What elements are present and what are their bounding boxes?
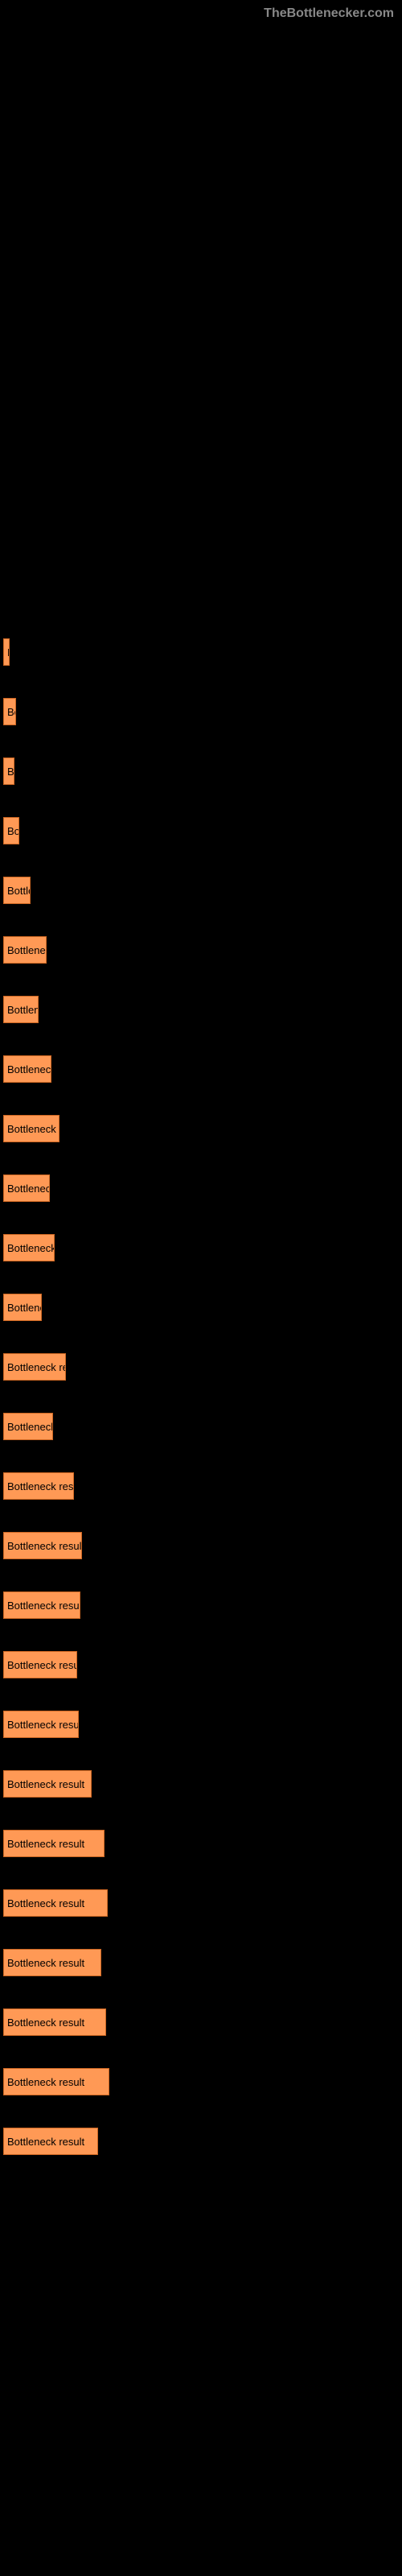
- bar[interactable]: Bottleneck result: [3, 1055, 51, 1083]
- bar-row: Bottleneck result: [3, 1472, 402, 1500]
- bar-row: Bottleneck result: [3, 638, 402, 666]
- watermark-text: TheBottlenecker.com: [264, 6, 394, 21]
- bar-row: Bottleneck result: [3, 1353, 402, 1381]
- bar[interactable]: Bottleneck result: [3, 1532, 82, 1559]
- bar-row: Bottleneck result: [3, 2008, 402, 2036]
- bar[interactable]: Bottleneck result: [3, 1830, 105, 1857]
- bar-row: Bottleneck result: [3, 758, 402, 785]
- bar-row: Bottleneck result: [3, 1174, 402, 1202]
- bar[interactable]: Bottleneck result: [3, 1413, 53, 1440]
- bar-row: Bottleneck result: [3, 1949, 402, 1976]
- bar-row: Bottleneck result: [3, 877, 402, 904]
- bar-row: Bottleneck result: [3, 1830, 402, 1857]
- bar-row: Bottleneck result: [3, 698, 402, 725]
- bar[interactable]: Bottleneck result: [3, 2068, 109, 2095]
- bar[interactable]: Bottleneck result: [3, 1294, 42, 1321]
- bar[interactable]: Bottleneck result: [3, 877, 31, 904]
- bar[interactable]: Bottleneck result: [3, 1591, 80, 1619]
- bar[interactable]: Bottleneck result: [3, 936, 47, 964]
- bar[interactable]: Bottleneck result: [3, 1651, 77, 1678]
- bar[interactable]: Bottleneck result: [3, 1234, 55, 1261]
- bar-row: Bottleneck result: [3, 1055, 402, 1083]
- bar[interactable]: Bottleneck result: [3, 638, 10, 666]
- bar[interactable]: Bottleneck result: [3, 1353, 66, 1381]
- bar-row: Bottleneck result: [3, 1770, 402, 1798]
- bar[interactable]: Bottleneck result: [3, 1115, 59, 1142]
- bar[interactable]: Bottleneck result: [3, 817, 19, 844]
- bar-row: Bottleneck result: [3, 996, 402, 1023]
- bar[interactable]: Bottleneck result: [3, 2008, 106, 2036]
- bar-row: Bottleneck result: [3, 1889, 402, 1917]
- top-spacer: [0, 0, 402, 636]
- bars-container: Bottleneck result Bottleneck result Bottle…: [0, 638, 402, 2203]
- bar-row: Bottleneck result: [3, 817, 402, 844]
- bar[interactable]: Bottleneck result: [3, 698, 16, 725]
- bar[interactable]: Bottleneck result: [3, 1472, 74, 1500]
- bar-row: Bottleneck result: [3, 2068, 402, 2095]
- bar[interactable]: Bottleneck result: [3, 1770, 92, 1798]
- bar-row: Bottleneck result: [3, 1413, 402, 1440]
- bar-row: Bottleneck result: [3, 1532, 402, 1559]
- bar-row: Bottleneck result: [3, 936, 402, 964]
- bar[interactable]: Bottleneck result: [3, 1889, 108, 1917]
- bar[interactable]: Bottleneck result: [3, 1711, 79, 1738]
- bar-row: Bottleneck result: [3, 1115, 402, 1142]
- bar-row: Bottleneck result: [3, 1591, 402, 1619]
- bar[interactable]: Bottleneck result: [3, 2128, 98, 2155]
- bar[interactable]: Bottleneck result: [3, 1949, 101, 1976]
- bar[interactable]: Bottleneck result: [3, 758, 14, 785]
- bar-row: Bottleneck result: [3, 1651, 402, 1678]
- bar-row: Bottleneck result: [3, 1294, 402, 1321]
- bar-row: Bottleneck result: [3, 2128, 402, 2155]
- bar[interactable]: Bottleneck result: [3, 1174, 50, 1202]
- bar[interactable]: Bottleneck result: [3, 996, 39, 1023]
- bar-row: Bottleneck result: [3, 1234, 402, 1261]
- bar-row: Bottleneck result: [3, 1711, 402, 1738]
